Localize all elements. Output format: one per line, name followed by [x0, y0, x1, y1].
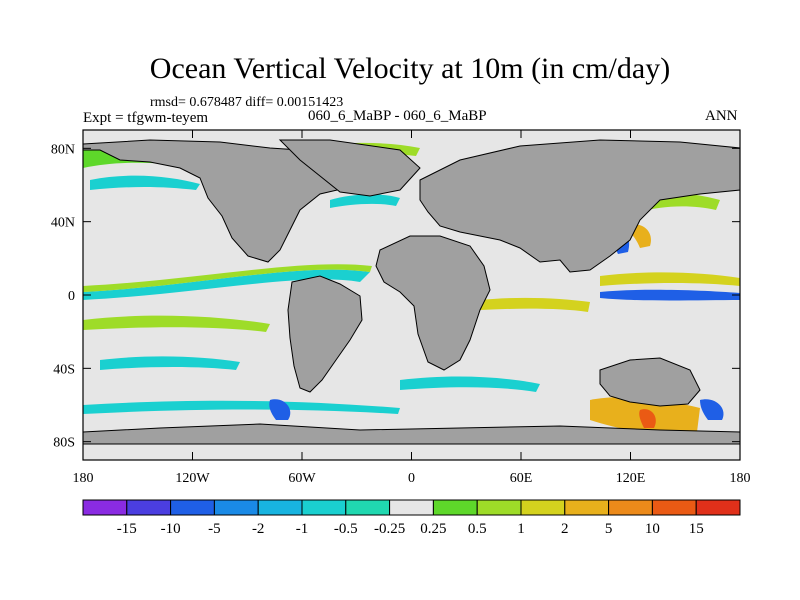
- colorbar-swatch: [345, 499, 391, 516]
- eurasia: [419, 139, 741, 273]
- colorbar-label: 2: [561, 521, 569, 537]
- colorbar-label: -0.5: [334, 521, 358, 537]
- map-area: [82, 129, 741, 461]
- colorbar-label: 10: [645, 521, 660, 537]
- x-tick-label: 60W: [288, 471, 316, 486]
- colorbar-swatch: [82, 499, 128, 516]
- west-pacific-positive: [600, 272, 740, 286]
- colorbar-label: 0.5: [468, 521, 487, 537]
- colorbar-label: -2: [252, 521, 265, 537]
- colorbar-swatch: [432, 499, 478, 516]
- north-pacific-patch-2: [90, 175, 200, 190]
- colorbar-swatch: [126, 499, 172, 516]
- colorbar-label: 15: [689, 521, 704, 537]
- south-america: [287, 275, 363, 393]
- australia-south-strong: [639, 409, 656, 428]
- colorbar-swatch: [651, 499, 697, 516]
- colorbar-label: 5: [605, 521, 613, 537]
- colorbar-swatch: [301, 499, 347, 516]
- south-pacific-patch: [83, 315, 270, 332]
- greenland: [278, 139, 421, 197]
- chart-title: Ocean Vertical Velocity at 10m (in cm/da…: [149, 52, 671, 85]
- southeast-negative: [700, 399, 724, 420]
- colorbar-label: -15: [117, 521, 137, 537]
- colorbar-label: 0.25: [420, 521, 446, 537]
- colorbar-label: -0.25: [374, 521, 405, 537]
- axes: 180 120W 60W 0 60E 120E 180 80N 40N 0 40S 80S: [51, 130, 751, 486]
- colorbar-swatch: [213, 499, 259, 516]
- equatorial-positive-band: [83, 264, 372, 292]
- y-tick-label: 80S: [53, 436, 75, 451]
- drake-passage-negative: [269, 399, 291, 420]
- equatorial-upwelling-band: [83, 269, 370, 300]
- mid-atlantic-patch: [330, 194, 400, 208]
- x-tick-label: 60E: [510, 471, 533, 486]
- antarctica: [82, 423, 741, 445]
- land-masses: [82, 139, 741, 445]
- colorbar: -15 -10 -5 -2 -1 -0.5 -0.25 0.25 0.5 1 2 5 10 15: [82, 499, 741, 537]
- colorbar-label: 1: [517, 521, 525, 537]
- colorbar-swatch: [170, 499, 215, 516]
- colorbar-swatch: [608, 499, 653, 516]
- colorbar-swatch: [257, 499, 303, 516]
- x-tick-label: 0: [408, 471, 415, 486]
- south-pacific-patch-2: [100, 356, 240, 370]
- y-tick-label: 40N: [51, 216, 75, 231]
- australia: [599, 357, 701, 407]
- experiment-label: Expt = tfgwm-teyem: [83, 110, 209, 126]
- colorbar-swatch: [389, 499, 434, 516]
- colorbar-label: -10: [161, 521, 181, 537]
- colorbar-swatch: [695, 499, 741, 516]
- stats-text: rmsd= 0.678487 diff= 0.00151423: [150, 95, 344, 110]
- colorbar-label: -5: [208, 521, 221, 537]
- season-label: ANN: [705, 108, 738, 124]
- x-tick-label: 120E: [616, 471, 646, 486]
- south-atlantic-patch: [400, 376, 540, 392]
- x-tick-label: 120W: [175, 471, 210, 486]
- y-tick-label: 80N: [51, 142, 75, 157]
- subtitle: 060_6_MaBP - 060_6_MaBP: [308, 108, 487, 124]
- y-tick-label: 40S: [53, 362, 75, 377]
- y-tick-label: 0: [68, 289, 75, 304]
- colorbar-swatch: [476, 499, 522, 516]
- colorbar-swatch: [564, 499, 610, 516]
- colorbar-label: -1: [296, 521, 309, 537]
- southern-ocean-patch: [83, 400, 400, 414]
- africa: [375, 235, 491, 371]
- x-tick-label: 180: [73, 471, 94, 486]
- west-pacific-band: [600, 289, 740, 301]
- indian-ocean-band: [480, 297, 590, 312]
- x-tick-label: 180: [730, 471, 751, 486]
- colorbar-swatch: [520, 499, 566, 516]
